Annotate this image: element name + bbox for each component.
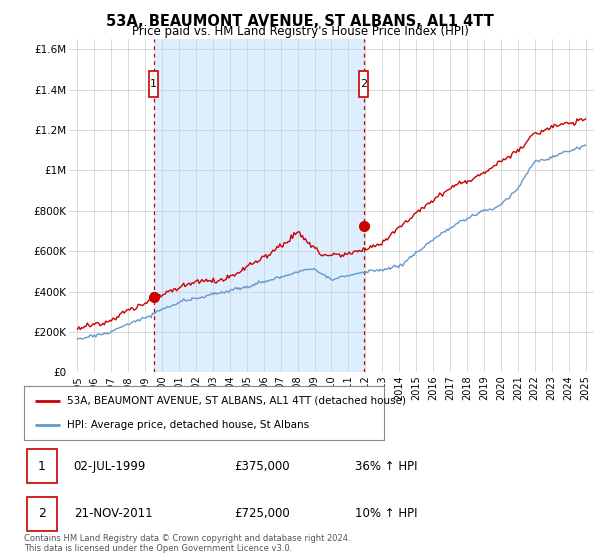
Bar xyxy=(149,71,158,97)
Text: 36% ↑ HPI: 36% ↑ HPI xyxy=(355,460,418,473)
Text: 53A, BEAUMONT AVENUE, ST ALBANS, AL1 4TT (detached house): 53A, BEAUMONT AVENUE, ST ALBANS, AL1 4TT… xyxy=(67,396,406,406)
Bar xyxy=(27,449,57,483)
Text: 1: 1 xyxy=(38,460,46,473)
Text: 53A, BEAUMONT AVENUE, ST ALBANS, AL1 4TT: 53A, BEAUMONT AVENUE, ST ALBANS, AL1 4TT xyxy=(106,14,494,29)
Text: 21-NOV-2011: 21-NOV-2011 xyxy=(74,507,152,520)
Text: 10% ↑ HPI: 10% ↑ HPI xyxy=(355,507,418,520)
Text: Contains HM Land Registry data © Crown copyright and database right 2024.
This d: Contains HM Land Registry data © Crown c… xyxy=(24,534,350,553)
Text: HPI: Average price, detached house, St Albans: HPI: Average price, detached house, St A… xyxy=(67,420,310,430)
Text: 02-JUL-1999: 02-JUL-1999 xyxy=(74,460,146,473)
Bar xyxy=(27,497,57,531)
Bar xyxy=(359,71,368,97)
Bar xyxy=(154,39,364,372)
Text: 1: 1 xyxy=(150,78,157,88)
Text: 2: 2 xyxy=(38,507,46,520)
Text: 2: 2 xyxy=(360,78,367,88)
Text: £375,000: £375,000 xyxy=(234,460,289,473)
Text: Price paid vs. HM Land Registry's House Price Index (HPI): Price paid vs. HM Land Registry's House … xyxy=(131,25,469,38)
Text: £725,000: £725,000 xyxy=(234,507,290,520)
